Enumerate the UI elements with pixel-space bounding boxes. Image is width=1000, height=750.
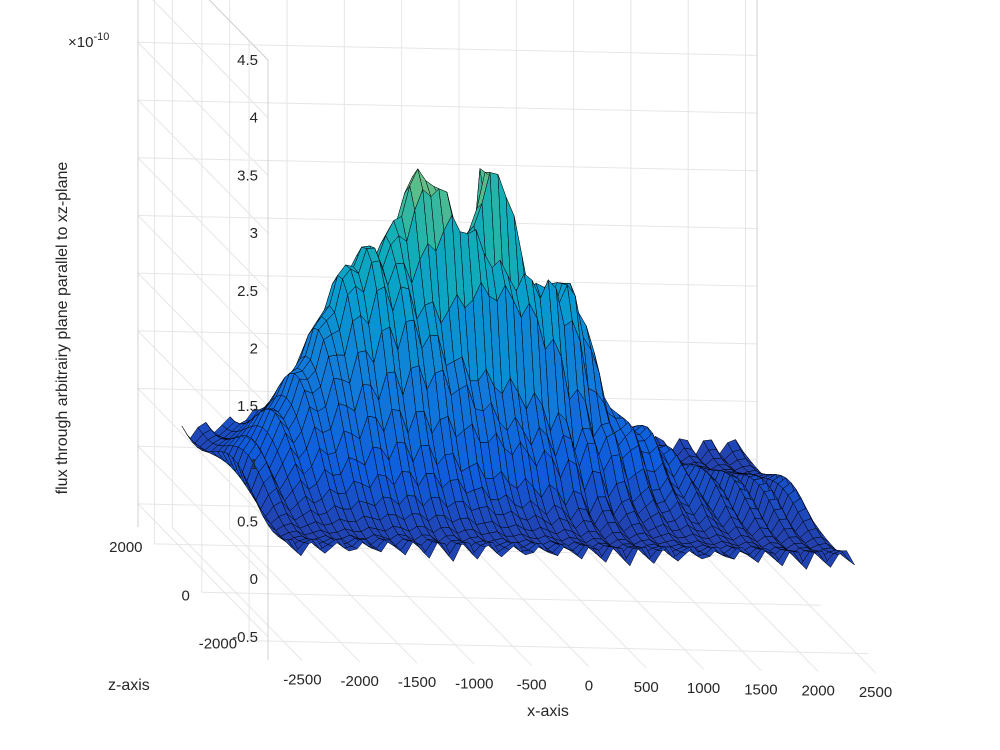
x-tick-label: -1500: [398, 674, 436, 691]
z-axis-label: z-axis: [108, 677, 150, 694]
x-tick-label: 500: [634, 679, 659, 696]
x-tick-label: 2500: [859, 684, 892, 701]
y-axis-ticks: -0.5 0 0.5 1 1.5 2 2.5 3 3.5 4 4.5: [232, 52, 258, 646]
y-tick-label: 2.5: [237, 283, 258, 300]
surface-patch: [840, 550, 855, 566]
z-tick-label: -2000: [199, 636, 237, 653]
tick-layer: -0.5 0 0.5 1 1.5 2 2.5 3 3.5 4 4.5 -2500 -2000 -1500…: [109, 52, 892, 701]
y-axis-label: flux through arbitrairy plane parallel t…: [54, 162, 71, 495]
x-axis-label: x-axis: [527, 703, 569, 720]
y-tick-label: 0.5: [237, 514, 258, 531]
z-axis-ticks: 2000 0 -2000: [109, 539, 237, 653]
y-tick-label: -0.5: [232, 629, 258, 646]
x-tick-label: -2500: [283, 672, 321, 689]
x-tick-label: 1500: [744, 681, 777, 698]
y-tick-label: 4: [250, 110, 258, 127]
z-tick-label: 2000: [109, 539, 142, 556]
x-tick-label: 1000: [687, 680, 720, 697]
y-tick-label: 1: [250, 456, 258, 473]
y-tick-label: 3.5: [237, 167, 258, 184]
y-tick-label: 3: [250, 225, 258, 242]
x-tick-label: 0: [585, 678, 593, 695]
exponent-label: ×10-10: [68, 31, 109, 51]
z-tick-label: 0: [181, 587, 189, 604]
x-axis-ticks: -2500 -2000 -1500 -1000 -500 0 500 1000 1500 2000…: [283, 672, 892, 701]
x-tick-label: -1000: [455, 675, 493, 692]
y-tick-label: 2: [250, 340, 258, 357]
grid-layer: [137, 0, 876, 674]
x-tick-label: -500: [517, 677, 547, 694]
y-tick-label: 0: [250, 571, 258, 588]
y-tick-label: 4.5: [237, 52, 258, 69]
x-tick-label: 2000: [802, 683, 835, 700]
x-tick-label: -2000: [341, 673, 379, 690]
y-tick-label: 1.5: [237, 398, 258, 415]
surface-layer: [181, 167, 855, 570]
